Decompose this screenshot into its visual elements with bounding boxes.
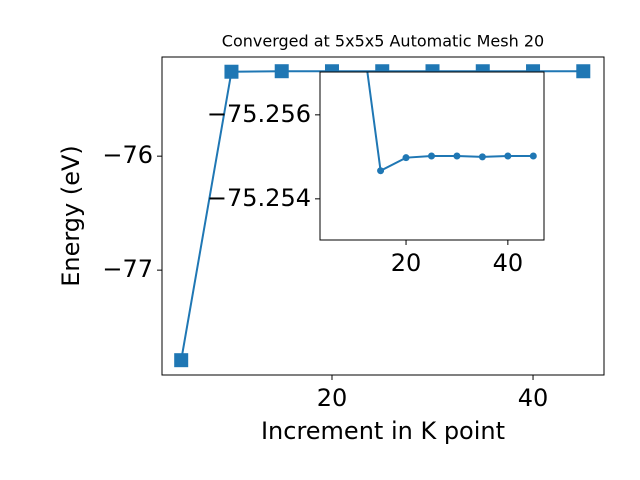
axes-border [319, 71, 545, 241]
marker [576, 64, 591, 79]
chart-title: Converged at 5x5x5 Automatic Mesh 20 [222, 32, 544, 51]
series-group [366, 72, 537, 175]
axes-border [161, 56, 605, 376]
marker [504, 152, 512, 160]
x-tick-label: 20 [317, 384, 348, 412]
x-tick-label: 40 [518, 384, 549, 412]
y-tick-label: −75.256 [207, 100, 311, 128]
x-tick-label: 20 [391, 249, 422, 277]
y-axis-label: Energy (eV) [57, 145, 85, 287]
marker [478, 153, 486, 161]
marker [453, 152, 461, 160]
marker [377, 167, 385, 175]
marker [402, 154, 410, 162]
y-tick-label: −75.254 [207, 184, 311, 212]
marker [224, 64, 239, 79]
y-tick-label: −77 [102, 255, 153, 283]
x-axis-label: Increment in K point [261, 417, 505, 445]
y-tick-label: −76 [102, 141, 153, 169]
marker [274, 64, 289, 79]
x-tick-label: 40 [493, 249, 524, 277]
marker [174, 353, 189, 368]
marker [427, 152, 435, 160]
marker [529, 152, 537, 160]
